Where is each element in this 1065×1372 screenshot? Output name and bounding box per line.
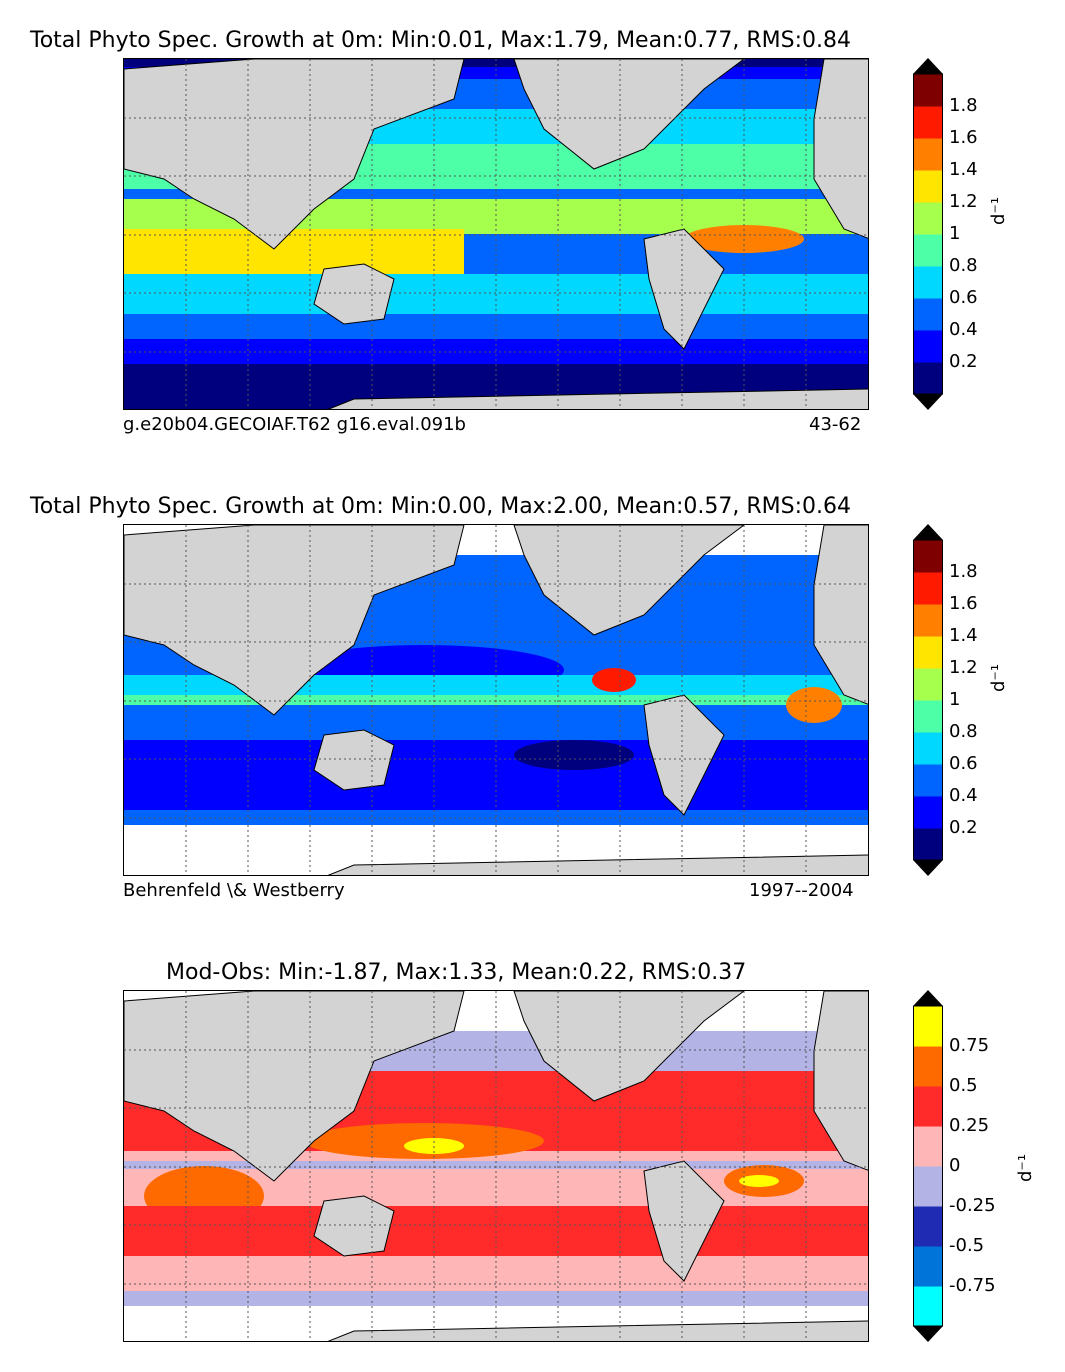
- colorbar-over-arrow: [913, 524, 943, 540]
- colorbar-tick-label: 1: [949, 689, 961, 710]
- colorbar-segment: [913, 1126, 943, 1167]
- panel-2-map: [123, 524, 869, 876]
- panel-1-map: [123, 58, 869, 410]
- colorbar-tick-label: 1.8: [949, 561, 978, 582]
- panel-3-title: Mod-Obs: Min:-1.87, Max:1.33, Mean:0.22,…: [166, 960, 747, 985]
- panel-1-colorbar-unit: d⁻¹: [988, 196, 1009, 225]
- colorbar-border: [913, 73, 943, 395]
- colorbar-segment: [913, 234, 943, 267]
- colorbar-segment: [913, 828, 943, 861]
- colorbar-segment: [913, 170, 943, 203]
- panel-1-caption-left: g.e20b04.GECOIAF.T62 g16.eval.091b: [123, 414, 466, 435]
- colorbar-segment: [913, 1046, 943, 1087]
- colorbar-tick-label: 1.6: [949, 593, 978, 614]
- panel-1-map-svg: [124, 59, 868, 409]
- colorbar-segment: [913, 1286, 943, 1327]
- panel-2-map-svg: [124, 525, 868, 875]
- colorbar-segment: [913, 138, 943, 171]
- colorbar-segment: [913, 1246, 943, 1287]
- colorbar-segment: [913, 1006, 943, 1047]
- colorbar-segment: [913, 668, 943, 701]
- colorbar-border: [913, 1005, 943, 1327]
- colorbar-segment: [913, 362, 943, 395]
- panel-1-title: Total Phyto Spec. Growth at 0m: Min:0.01…: [30, 28, 852, 53]
- colorbar-tick-label: 0.75: [949, 1035, 990, 1056]
- panel-1-caption-right: 43-62: [809, 414, 862, 435]
- colorbar-tick-label: -0.25: [949, 1195, 996, 1216]
- colorbar-tick-label: -0.5: [949, 1235, 985, 1256]
- colorbar-under-arrow: [913, 1326, 943, 1342]
- colorbar-under-arrow: [913, 860, 943, 876]
- colorbar-segment: [913, 604, 943, 637]
- panel-2-caption-left: Behrenfeld \& Westberry: [123, 880, 345, 901]
- colorbar-segment: [913, 796, 943, 829]
- colorbar-tick-label: 1: [949, 223, 961, 244]
- colorbar-tick-label: 0.6: [949, 287, 978, 308]
- colorbar-segment: [913, 202, 943, 235]
- colorbar-segment: [913, 298, 943, 331]
- colorbar-tick-label: 0.25: [949, 1115, 990, 1136]
- colorbar-tick-label: 0.4: [949, 319, 978, 340]
- colorbar-segment: [913, 636, 943, 669]
- colorbar-segment: [913, 1206, 943, 1247]
- panel-1-colorbar: [913, 58, 943, 410]
- colorbar-segment: [913, 764, 943, 797]
- colorbar-tick-label: 0.2: [949, 351, 978, 372]
- panel-2-title: Total Phyto Spec. Growth at 0m: Min:0.00…: [30, 494, 852, 519]
- colorbar-svg: [913, 524, 943, 876]
- colorbar-segment: [913, 1166, 943, 1207]
- colorbar-segment: [913, 700, 943, 733]
- panel-3-colorbar-unit: d⁻¹: [1015, 1153, 1036, 1182]
- colorbar-under-arrow: [913, 394, 943, 410]
- colorbar-tick-label: 0.4: [949, 785, 978, 806]
- colorbar-svg: [913, 990, 943, 1342]
- colorbar-tick-label: 0.8: [949, 255, 978, 276]
- colorbar-tick-label: 0: [949, 1155, 961, 1176]
- panel-3-colorbar: [913, 990, 943, 1342]
- colorbar-tick-label: 0.8: [949, 721, 978, 742]
- colorbar-tick-label: 1.2: [949, 191, 978, 212]
- colorbar-tick-label: 1.8: [949, 95, 978, 116]
- colorbar-tick-label: 1.4: [949, 159, 978, 180]
- colorbar-tick-label: 1.2: [949, 657, 978, 678]
- panel-2-colorbar: [913, 524, 943, 876]
- colorbar-tick-label: 0.2: [949, 817, 978, 838]
- colorbar-border: [913, 539, 943, 861]
- colorbar-svg: [913, 58, 943, 410]
- colorbar-segment: [913, 1086, 943, 1127]
- colorbar-segment: [913, 572, 943, 605]
- colorbar-segment: [913, 266, 943, 299]
- colorbar-segment: [913, 330, 943, 363]
- colorbar-tick-label: 1.6: [949, 127, 978, 148]
- colorbar-tick-label: 0.6: [949, 753, 978, 774]
- colorbar-tick-label: -0.75: [949, 1275, 996, 1296]
- colorbar-over-arrow: [913, 990, 943, 1006]
- colorbar-segment: [913, 732, 943, 765]
- colorbar-over-arrow: [913, 58, 943, 74]
- panel-3-map-svg: [124, 991, 868, 1341]
- colorbar-segment: [913, 540, 943, 573]
- panel-2-colorbar-unit: d⁻¹: [988, 663, 1009, 692]
- panel-2-caption-right: 1997--2004: [749, 880, 854, 901]
- panel-3-map: [123, 990, 869, 1342]
- colorbar-tick-label: 1.4: [949, 625, 978, 646]
- colorbar-segment: [913, 106, 943, 139]
- colorbar-segment: [913, 74, 943, 107]
- colorbar-tick-label: 0.5: [949, 1075, 978, 1096]
